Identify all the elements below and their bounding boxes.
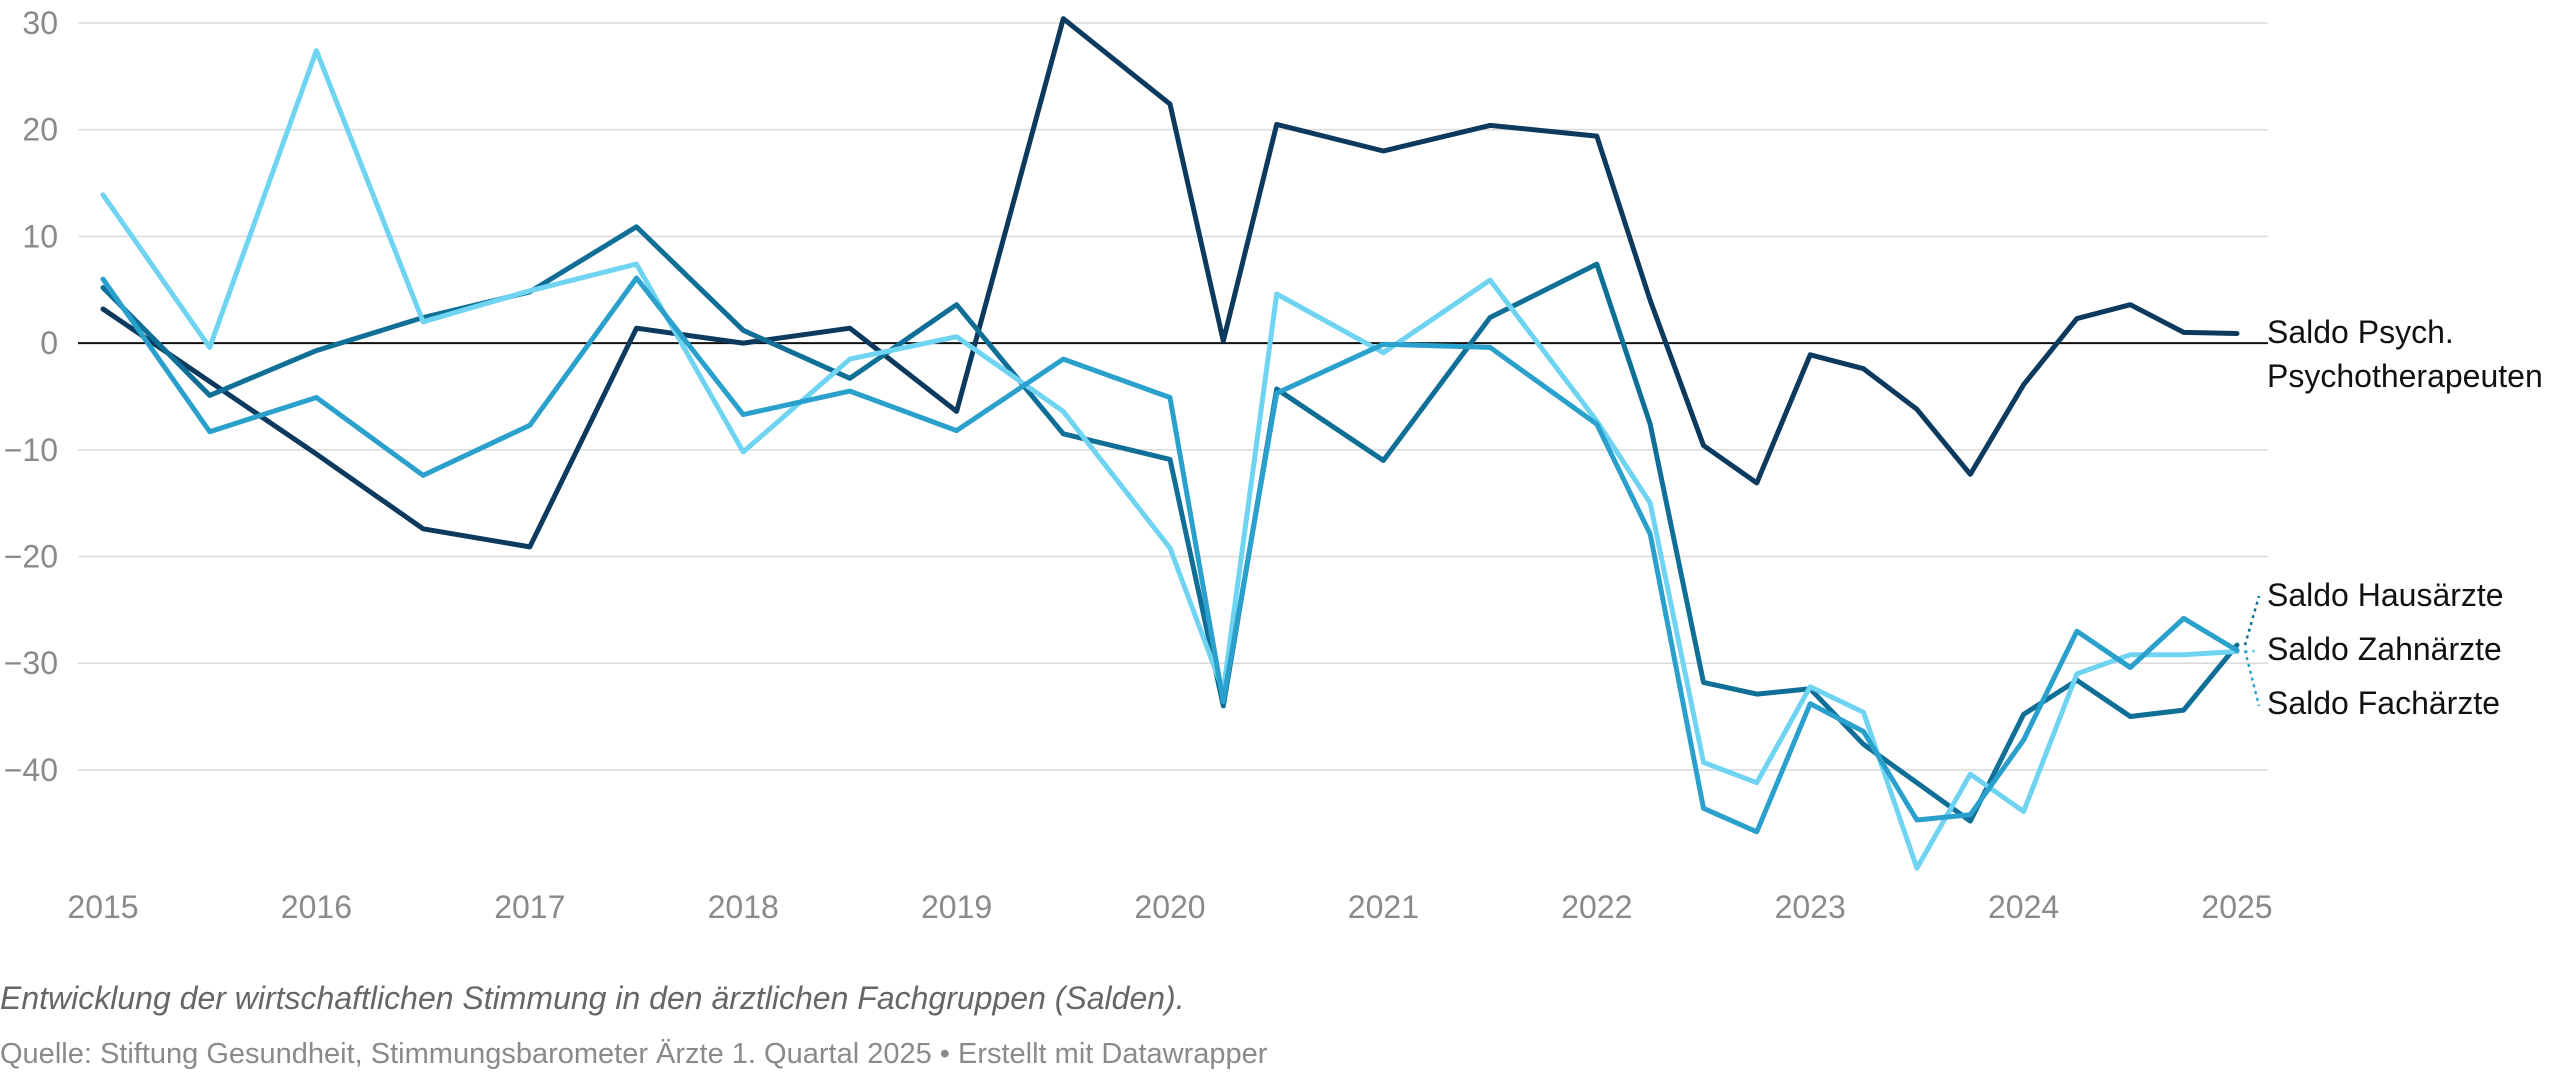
series-line-2	[100, 48, 2240, 871]
y-tick-label: −40	[4, 752, 58, 788]
series-label-3: Saldo Fachärzte	[2267, 685, 2500, 721]
y-tick-label: −10	[4, 432, 58, 468]
series-label-0: Psychotherapeuten	[2267, 358, 2543, 394]
x-tick-label: 2017	[494, 889, 565, 925]
line-chart: 30 20 10 0 −10 −20 −30 −40 2015 2016 2017 2018 2019 2…	[4, 5, 2543, 925]
series-label-1: Saldo Hausärzte	[2267, 577, 2504, 613]
series-line-3	[100, 275, 2240, 835]
x-tick-label: 2015	[67, 889, 138, 925]
x-tick-label: 2024	[1988, 889, 2059, 925]
x-tick-label: 2022	[1561, 889, 1632, 925]
y-tick-label: 10	[22, 218, 58, 254]
y-tick-label: 20	[22, 112, 58, 148]
x-tick-label: 2019	[921, 889, 992, 925]
chart-caption: Entwicklung der wirtschaftlichen Stimmun…	[0, 980, 1185, 1016]
chart-source: Quelle: Stiftung Gesundheit, Stimmungsba…	[0, 1038, 1268, 1070]
series-label-0: Saldo Psych.	[2267, 314, 2454, 350]
x-tick-label: 2016	[281, 889, 352, 925]
series-label-2: Saldo Zahnärzte	[2267, 631, 2502, 667]
y-tick-label: −30	[4, 645, 58, 681]
y-tick-label: −20	[4, 539, 58, 575]
series-leader-3	[2243, 650, 2261, 707]
x-tick-label: 2023	[1775, 889, 1846, 925]
series-line-0	[100, 16, 2240, 550]
x-tick-label: 2020	[1134, 889, 1205, 925]
series-line-1	[100, 224, 2240, 824]
y-tick-label: 0	[40, 325, 58, 361]
y-tick-label: 30	[22, 5, 58, 41]
series-leader-1	[2243, 595, 2261, 646]
x-tick-label: 2018	[708, 889, 779, 925]
x-tick-label: 2021	[1348, 889, 1419, 925]
x-tick-label: 2025	[2201, 889, 2272, 925]
